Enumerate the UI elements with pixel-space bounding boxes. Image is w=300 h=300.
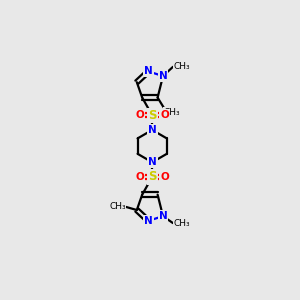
Text: N: N (144, 66, 153, 76)
Text: CH₃: CH₃ (110, 202, 126, 211)
Text: N: N (159, 71, 167, 81)
Text: O: O (160, 172, 169, 182)
Text: N: N (144, 216, 153, 226)
Text: O: O (160, 110, 169, 120)
Text: O: O (136, 172, 144, 182)
Text: S: S (148, 109, 157, 122)
Text: CH₃: CH₃ (164, 108, 180, 117)
Text: N: N (148, 125, 157, 135)
Text: N: N (148, 157, 157, 167)
Text: N: N (159, 211, 167, 221)
Text: S: S (148, 170, 157, 183)
Text: CH₃: CH₃ (173, 62, 190, 71)
Text: O: O (136, 110, 144, 120)
Text: CH₃: CH₃ (173, 219, 190, 228)
